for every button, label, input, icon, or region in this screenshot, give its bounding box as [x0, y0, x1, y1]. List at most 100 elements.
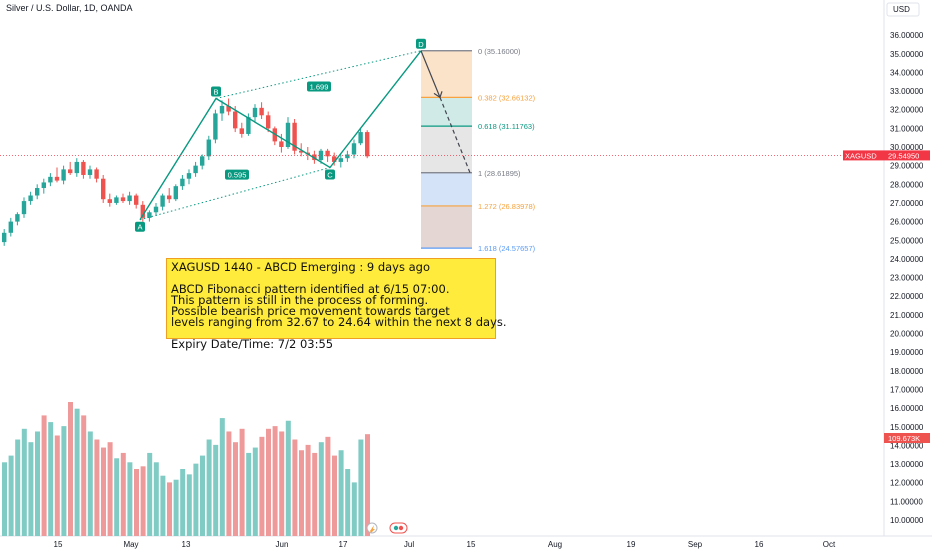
price-tag-bg	[884, 150, 930, 161]
price-tick-label: 24.00000	[890, 255, 924, 264]
candle-body	[153, 206, 159, 213]
abcd-path	[139, 50, 422, 221]
volume-bar	[219, 418, 225, 536]
candle-body	[120, 197, 126, 202]
candle-body	[107, 199, 112, 203]
time-tick-label: 15	[467, 540, 476, 549]
candle-body	[325, 150, 330, 157]
volume-bar	[15, 439, 21, 536]
pattern-point-label: D	[418, 40, 424, 49]
price-tick-label: 13.00000	[890, 460, 924, 469]
candle-body	[233, 111, 238, 129]
volume-bar	[325, 436, 331, 536]
price-tick-label: 36.00000	[890, 31, 924, 40]
fib-zone	[421, 172, 472, 206]
volume-bar	[206, 439, 212, 536]
candle-body	[2, 232, 7, 243]
price-axis[interactable]: 10.00000 11.00000 12.00000 13.00000 14.00000…	[890, 31, 924, 525]
fib-level-label: 0.382 (32.66132)	[478, 93, 536, 102]
volume-bar	[41, 415, 47, 536]
volume-bar	[200, 455, 205, 536]
volume-bar	[2, 462, 7, 536]
volume-bar	[94, 439, 100, 536]
candle-body	[160, 195, 165, 207]
time-tick-label: 15	[54, 540, 63, 549]
candle-body	[81, 161, 86, 175]
price-tick-label: 23.00000	[890, 274, 924, 283]
candle-body	[259, 107, 264, 116]
candle-body	[299, 150, 304, 153]
volume-bar	[305, 444, 311, 536]
volume-bar	[68, 402, 73, 536]
ac-connector	[139, 167, 331, 221]
price-tick-label: 19.00000	[890, 348, 924, 357]
price-tick-label: 12.00000	[890, 479, 924, 488]
volume-bar	[35, 431, 40, 536]
volume-bar	[345, 469, 351, 536]
volume-bar	[8, 455, 14, 536]
candle-body	[246, 117, 251, 134]
candle-body	[61, 169, 66, 181]
volume-bar	[114, 458, 120, 536]
price-tick-label: 33.00000	[890, 87, 924, 96]
price-tick-label: 15.00000	[890, 423, 924, 432]
price-tick-label: 31.00000	[890, 124, 924, 133]
candle-body	[365, 132, 370, 157]
time-tick-label: Oct	[823, 540, 836, 549]
price-tick-label: 34.00000	[890, 68, 924, 77]
volume-bar	[239, 428, 245, 536]
volume-bar	[272, 426, 278, 536]
candle-body	[332, 156, 337, 162]
candle-body	[219, 105, 225, 114]
time-tick-label: 13	[182, 540, 191, 549]
volume-bar	[160, 475, 166, 536]
candle-body	[68, 169, 73, 174]
volume-bar	[87, 431, 93, 536]
currency-label: USD	[893, 5, 910, 14]
pattern-info-box: XAGUSD 1440 - ABCD Emerging : 9 days ago…	[166, 258, 507, 350]
candle-body	[186, 173, 192, 179]
candle-body	[28, 195, 33, 202]
time-tick-label: Jun	[276, 540, 289, 549]
candle-body	[87, 169, 93, 175]
volume-bar	[107, 442, 113, 536]
volume-bar	[101, 447, 106, 536]
candle-body	[35, 188, 40, 196]
currency-selector[interactable]	[886, 2, 920, 17]
fib-zone	[421, 126, 472, 173]
candle-body	[41, 182, 46, 189]
volume-bar	[332, 455, 337, 536]
info-expiry: Expiry Date/Time: 7/2 03:55	[171, 337, 334, 351]
time-axis[interactable]: 15 May 13 Jun 17 Jul 15 Aug 19 Sep 16 Oct	[54, 540, 836, 549]
volume-bar	[338, 450, 344, 536]
projection-arrow	[420, 50, 441, 98]
volume-bar	[279, 431, 285, 536]
fib-zone	[421, 97, 472, 127]
pattern-point-label: C	[327, 171, 333, 180]
info-line-2: This pattern is still in the process of …	[171, 293, 429, 307]
candle-body	[21, 201, 27, 215]
pattern-point-badge	[135, 221, 145, 232]
symbol-title[interactable]: Silver / U.S. Dollar, 1D, OANDA	[6, 3, 133, 13]
volume-bar	[21, 428, 27, 536]
candle-body	[279, 141, 284, 147]
fib-level-label: 1.272 (26.83978)	[478, 202, 536, 211]
candle-body	[127, 195, 132, 202]
candle-body	[285, 122, 291, 147]
price-tick-label: 28.00000	[890, 180, 924, 189]
volume-bar	[266, 428, 271, 536]
flag-event-icon[interactable]	[389, 522, 408, 534]
bd-connector	[215, 50, 422, 99]
price-tick-label: 26.00000	[890, 218, 924, 227]
fib-zone	[421, 205, 472, 249]
candle-body	[351, 143, 357, 155]
ratio-badge	[307, 81, 331, 92]
volume-bar	[233, 442, 238, 536]
price-candles	[2, 98, 370, 246]
volume-bar	[312, 452, 318, 536]
time-tick-label: 17	[339, 540, 348, 549]
candle-body	[200, 156, 205, 166]
volume-bar	[48, 422, 54, 536]
info-title: XAGUSD 1440 - ABCD Emerging : 9 days ago	[171, 260, 430, 274]
